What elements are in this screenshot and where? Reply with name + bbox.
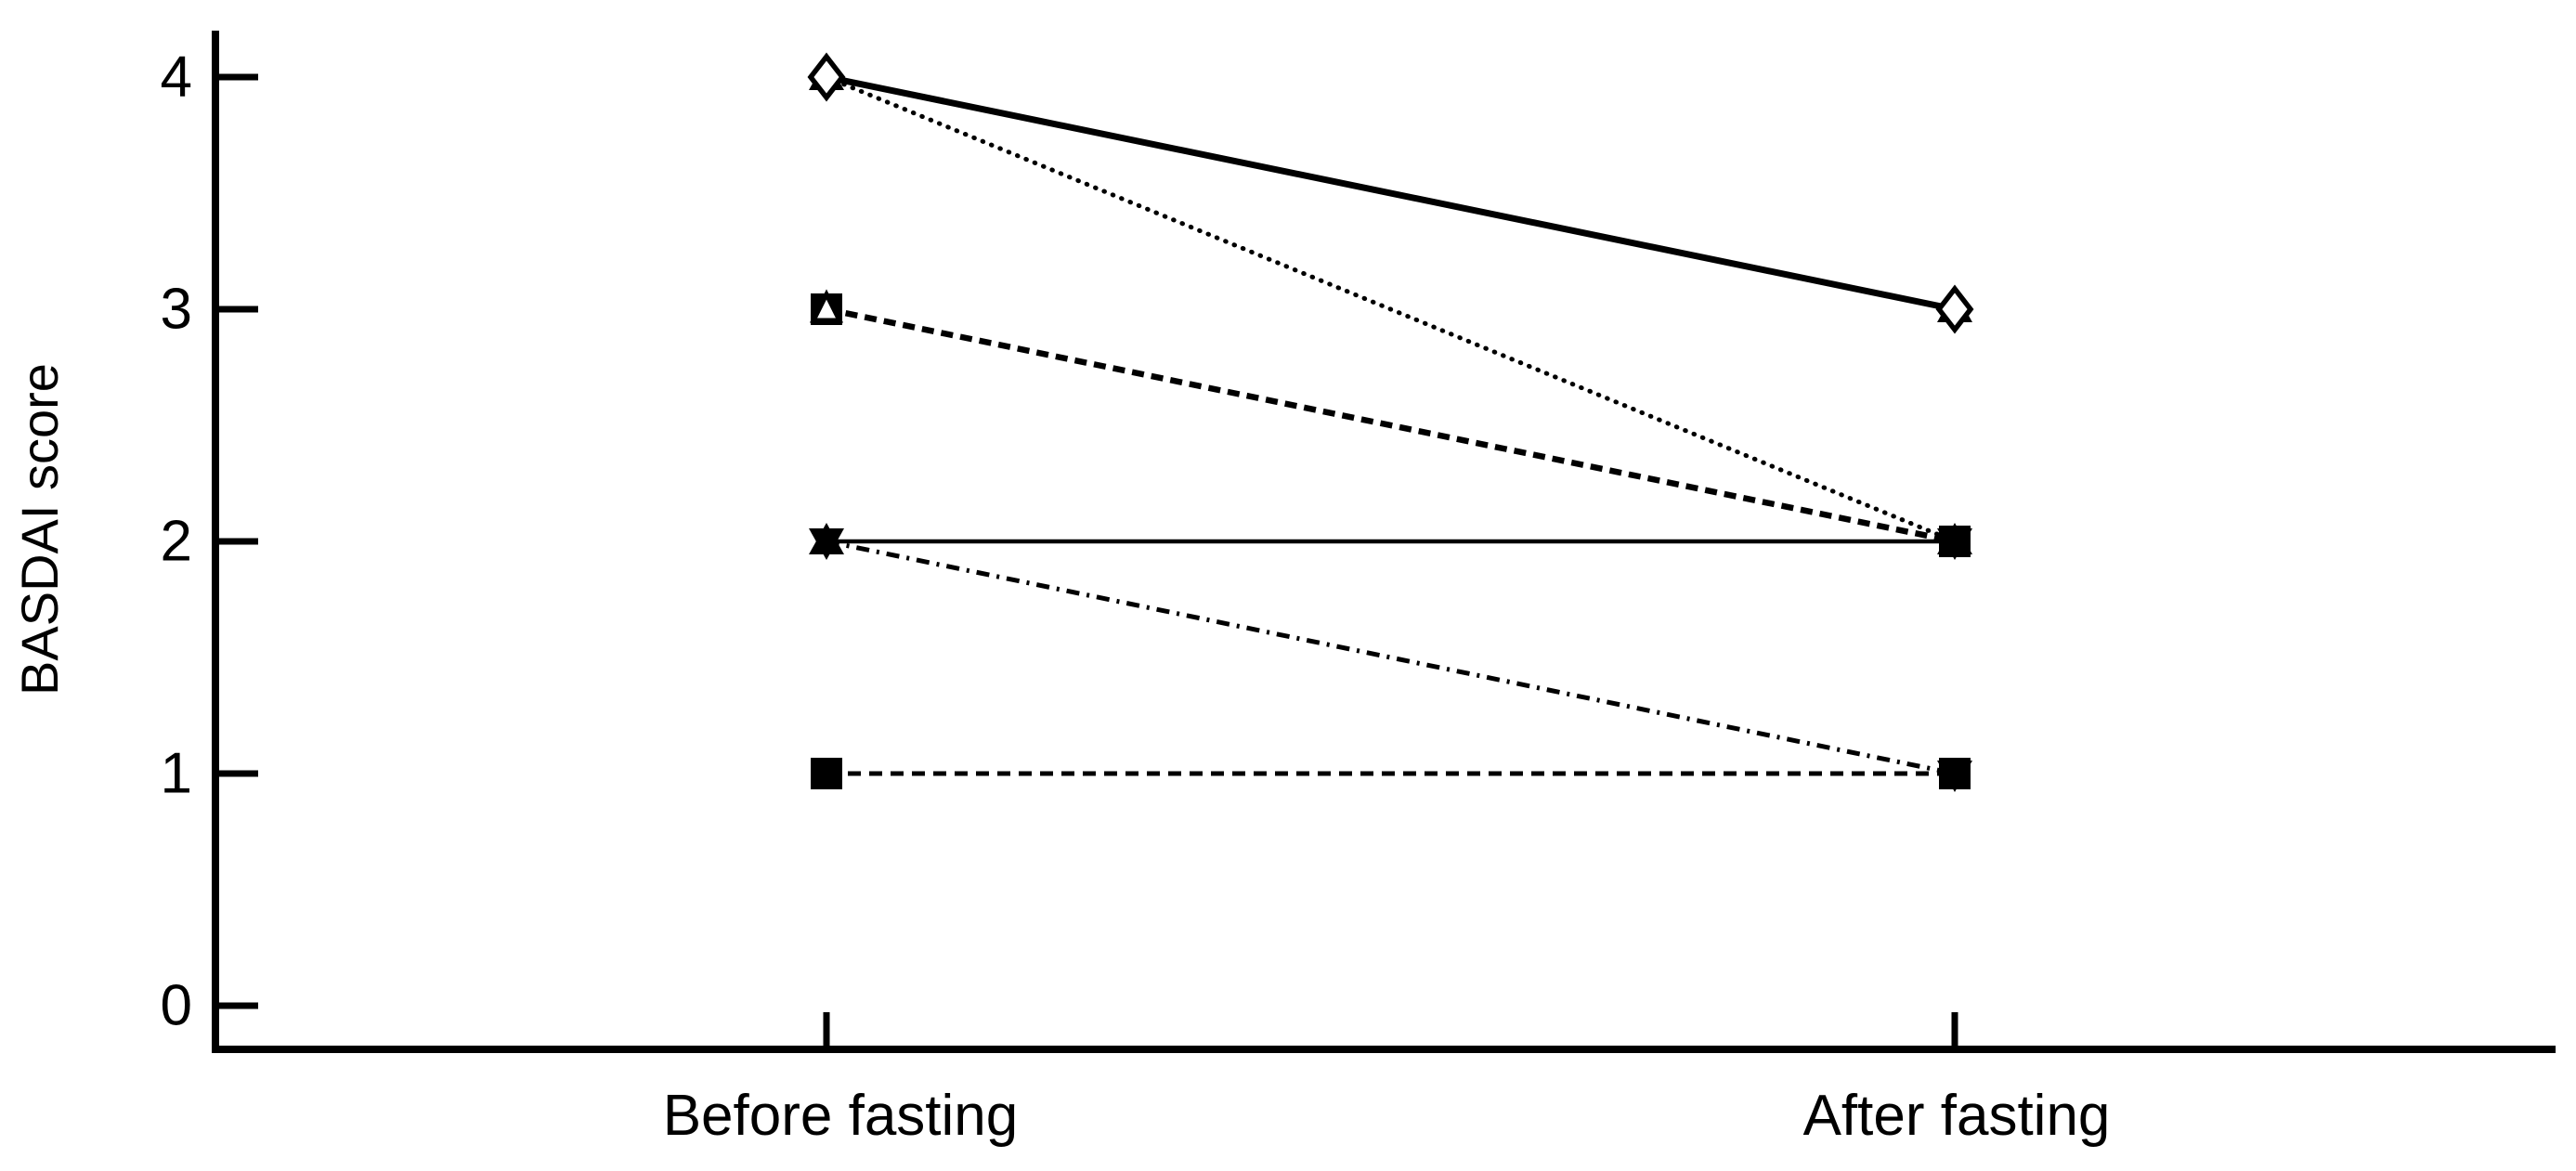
marker-filled-triangle-down <box>1937 761 1972 792</box>
data-point <box>809 523 844 560</box>
marker-filled-triangle-down <box>809 528 844 560</box>
data-point <box>1937 523 1972 560</box>
y-tick-label: 2 <box>161 510 192 574</box>
x-category-label: After fasting <box>1803 1084 2111 1148</box>
data-point <box>1935 284 1974 334</box>
patient-line-5 <box>826 539 1956 776</box>
x-category-label: Before fasting <box>663 1084 1019 1148</box>
marker-filled-square <box>811 758 842 789</box>
data-point <box>807 52 846 102</box>
y-axis-ticks: 0 1 2 3 4 <box>161 46 258 1038</box>
patient-line-1 <box>826 73 1956 313</box>
marker-open-diamond <box>807 52 846 102</box>
data-point <box>1937 758 1972 792</box>
patient-line-2 <box>824 74 1958 544</box>
marker-filled-triangle-down <box>1937 528 1972 560</box>
y-axis-title: BASDAI score <box>10 363 69 696</box>
marker-open-diamond <box>1935 284 1974 334</box>
marker-open-triangle-up <box>809 289 844 323</box>
y-tick-label: 0 <box>161 974 192 1038</box>
y-tick-label: 4 <box>161 46 192 110</box>
patient-lines <box>824 73 1958 776</box>
y-tick-label: 1 <box>161 742 192 806</box>
y-tick-label: 3 <box>161 278 192 342</box>
x-axis-ticks: Before fasting After fasting <box>663 1012 2111 1148</box>
data-point <box>811 758 842 789</box>
data-point-markers <box>807 52 1974 792</box>
data-point <box>809 289 844 325</box>
patient-line-3 <box>826 306 1956 545</box>
